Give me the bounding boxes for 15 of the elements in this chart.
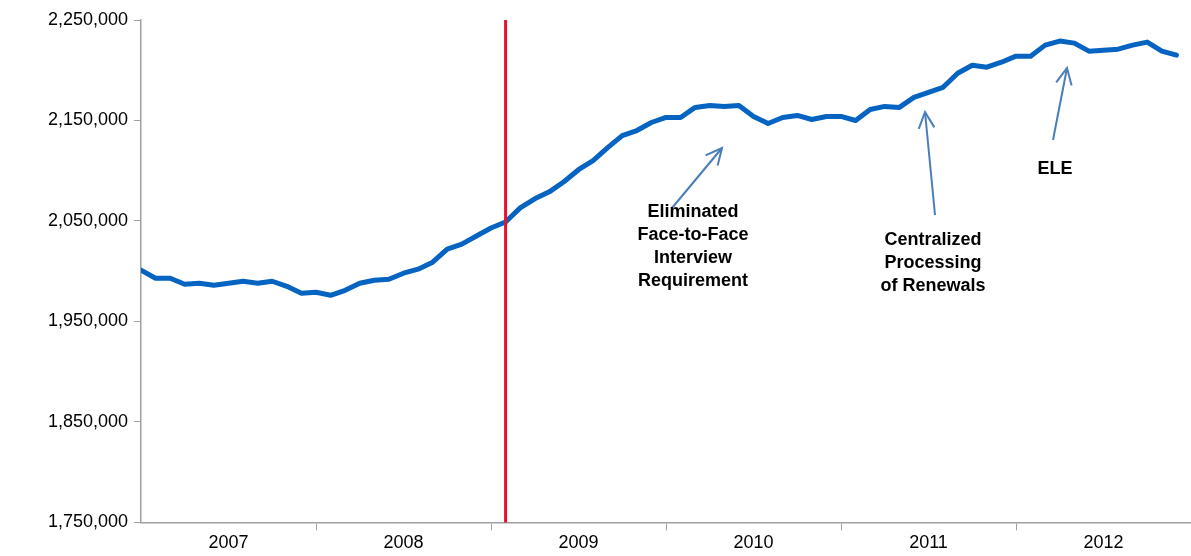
y-tick-label: 2,050,000 xyxy=(47,209,128,230)
x-tick-label: 2009 xyxy=(558,532,599,553)
y-tick-label: 1,950,000 xyxy=(47,310,128,331)
y-tick-label: 1,750,000 xyxy=(47,511,128,532)
x-tick-label: 2008 xyxy=(383,532,424,553)
annotation: Centralized Processing of Renewals xyxy=(880,228,986,297)
x-tick-label: 2011 xyxy=(909,532,948,553)
y-tick-label: 1,850,000 xyxy=(47,410,128,431)
y-tick-label: 2,250,000 xyxy=(47,8,128,29)
x-tick-label: 2012 xyxy=(1083,532,1124,553)
x-tick-label: 2010 xyxy=(733,532,774,553)
x-tick-label: 2007 xyxy=(208,532,249,553)
annotation: Eliminated Face-to-Face Interview Requirement xyxy=(637,200,749,292)
y-tick-label: 2,150,000 xyxy=(47,109,128,130)
annotation: ELE xyxy=(1037,157,1073,180)
